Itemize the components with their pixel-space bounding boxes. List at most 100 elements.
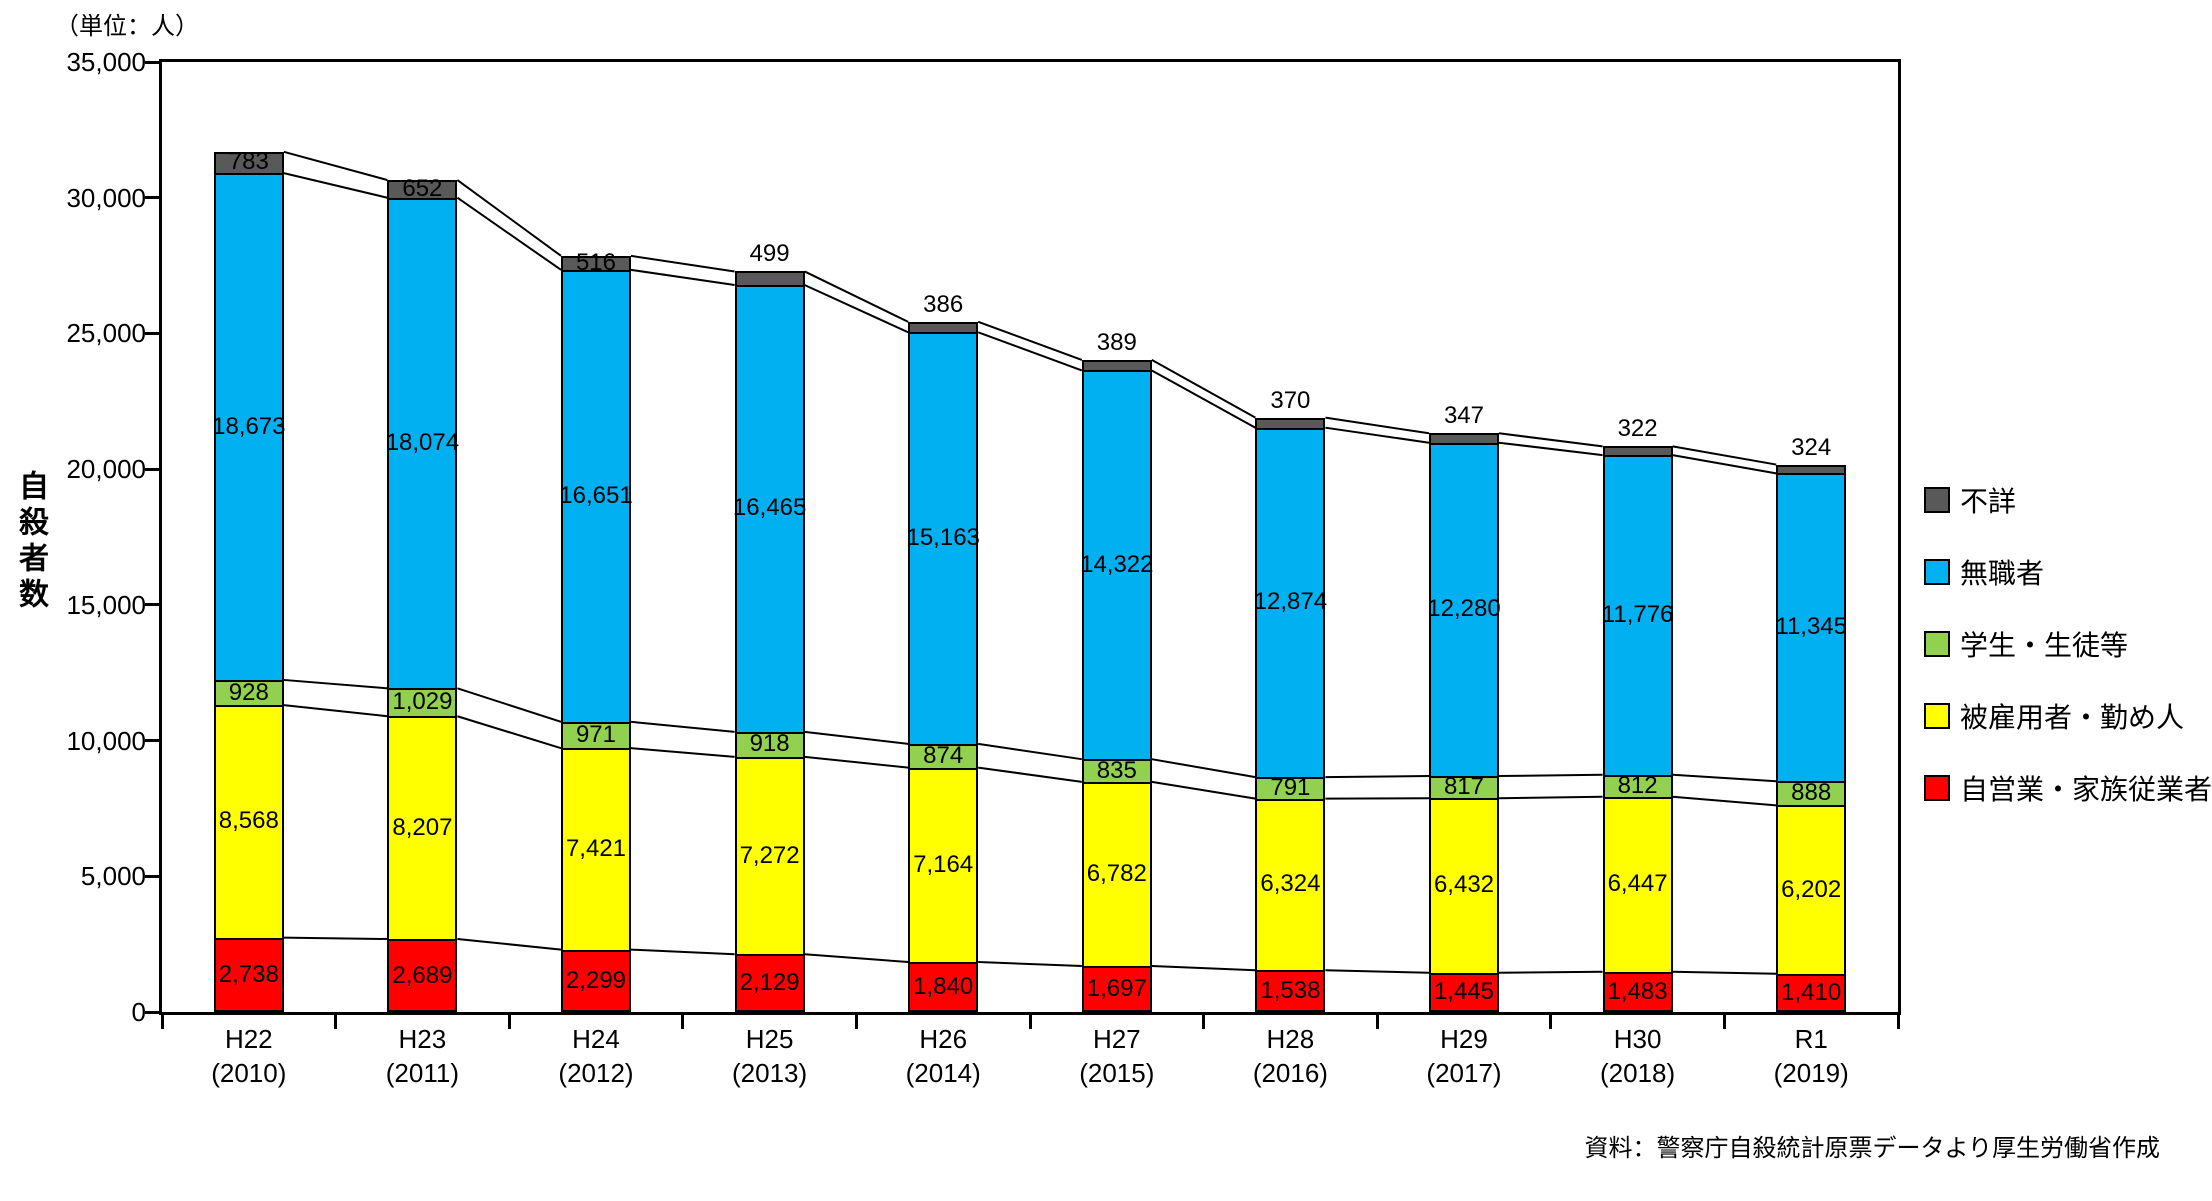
connector-line (977, 320, 1083, 361)
bar-value-label: 12,874 (1253, 588, 1328, 616)
connector-line (457, 715, 562, 750)
x-axis-tick-label: H28 (2016) (1204, 1022, 1378, 1090)
x-label-era: H29 (1440, 1024, 1488, 1054)
unit-note: （単位：人） (55, 13, 199, 40)
y-axis-tick-label: 35,000 (66, 47, 146, 77)
x-label-year: (2016) (1252, 1058, 1328, 1088)
bar-value-label: 6,447 (1607, 870, 1668, 898)
y-axis-tick (145, 1010, 159, 1014)
connector-line (804, 730, 909, 745)
legend-item: 学生・生徒等 (1924, 627, 2128, 661)
bar-value-label: 652 (402, 174, 443, 202)
bar-segment (213, 679, 284, 706)
bar-segment (1776, 464, 1847, 474)
x-axis-tick (681, 1015, 685, 1029)
bar-segment (734, 954, 805, 1012)
connector-line (1498, 432, 1603, 448)
bar-segment (1429, 442, 1499, 777)
bar-segment (1602, 446, 1673, 456)
bar-value-label: 817 (1443, 773, 1484, 801)
x-label-era: H26 (919, 1024, 968, 1054)
bar-segment (1081, 759, 1152, 782)
connector-line (1151, 758, 1256, 779)
legend-label: 自営業・家族従業者 (1960, 774, 2212, 805)
y-axis-tick (145, 60, 159, 64)
bar-value-label: 6,324 (1260, 870, 1321, 898)
x-axis-tick-label: R1 (2019) (1724, 1022, 1898, 1090)
x-label-era: H30 (1613, 1024, 1662, 1054)
legend-item: 無職者 (1924, 555, 2044, 589)
x-axis-tick (334, 1015, 338, 1029)
bar-value-label: 1,697 (1086, 974, 1147, 1002)
connector-line (283, 150, 388, 182)
x-label-era: H25 (745, 1024, 794, 1054)
bar-value-label: 1,410 (1781, 978, 1842, 1006)
connector-line (1151, 369, 1256, 429)
connector-line (283, 172, 388, 199)
x-label-year: (2012) (558, 1058, 634, 1088)
legend-label: 被雇用者・勤め人 (1960, 702, 2185, 733)
bar-value-label: 7,421 (565, 834, 627, 862)
bar-segment (1776, 781, 1847, 806)
series-connector-lines (283, 150, 1777, 975)
bar-segment (1255, 427, 1326, 778)
bar-segment (1776, 805, 1847, 974)
connector-line (457, 938, 562, 951)
x-label-era: H28 (1266, 1024, 1315, 1054)
x-label-year: (2010) (211, 1058, 287, 1088)
x-axis-tick (1549, 1015, 1553, 1029)
bar-segment (1602, 796, 1673, 972)
bar-value-label: 499 (749, 240, 790, 268)
bar-value-label: 1,840 (913, 973, 974, 1001)
connector-line (977, 331, 1083, 372)
bar-value-label: 835 (1096, 756, 1137, 784)
bar-segment (908, 767, 979, 963)
bar-value-label: 386 (923, 290, 964, 318)
legend-item: 不詳 (1924, 483, 2016, 517)
bar-segment (1776, 973, 1847, 1012)
connector-line (1151, 780, 1256, 800)
x-label-era: H27 (1092, 1024, 1141, 1054)
x-axis-tick (1375, 1015, 1379, 1029)
bar-value-label: 324 (1791, 433, 1832, 461)
connector-line (456, 196, 562, 271)
bar-segment (1429, 776, 1499, 799)
connector-line (630, 948, 735, 956)
connector-line (283, 704, 388, 718)
connector-line (457, 687, 562, 723)
y-axis-tick-label: 25,000 (66, 318, 146, 349)
y-axis-tick-label: 0 (131, 997, 146, 1027)
bar-segment (734, 285, 805, 732)
connector-line (1498, 773, 1603, 778)
y-axis-tick-label: 10,000 (66, 725, 146, 756)
legend-marker-icon (1924, 775, 1950, 801)
bar-segment (908, 962, 979, 1012)
plot-frame (159, 59, 1901, 1015)
source-note: 資料：警察庁自殺統計原票データより厚生労働省作成 (1584, 1135, 2160, 1162)
connector-line (804, 284, 909, 334)
bar-segment (1081, 370, 1152, 760)
bar-value-label: 370 (1270, 386, 1311, 414)
bar-segment (387, 939, 458, 1012)
bar-value-label: 16,465 (732, 494, 807, 522)
y-axis-tick (145, 874, 159, 878)
bar-segment (1602, 971, 1673, 1012)
x-label-era: H22 (224, 1024, 273, 1054)
x-axis-tick-label: H22 (2010) (162, 1022, 336, 1090)
bar-value-label: 322 (1617, 415, 1658, 443)
x-label-year: (2018) (1600, 1058, 1676, 1088)
bar-segment (1429, 433, 1499, 443)
legend-marker-icon (1924, 703, 1950, 729)
bar-segment (387, 716, 458, 939)
bar-value-label: 6,432 (1433, 871, 1495, 899)
connector-line (978, 742, 1082, 761)
connector-line (283, 936, 388, 941)
y-axis-tick-label: 5,000 (80, 861, 146, 892)
bar-value-label: 516 (575, 248, 616, 276)
bar-segment (1602, 455, 1673, 775)
bar-value-label: 791 (1270, 773, 1311, 801)
bar-segment (1255, 417, 1326, 428)
x-axis-tick-label: H25 (2013) (683, 1022, 857, 1090)
x-label-era: R1 (1794, 1024, 1828, 1054)
bar-segment (213, 705, 284, 938)
